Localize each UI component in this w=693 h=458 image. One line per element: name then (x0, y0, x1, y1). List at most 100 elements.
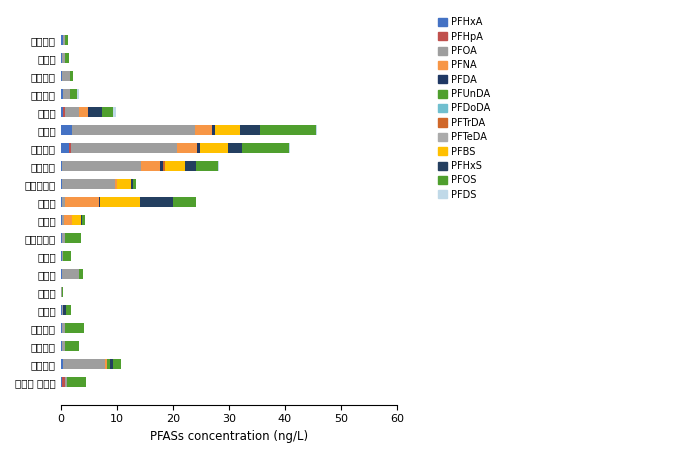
Bar (60, 35, 64, 45)
Bar (60, 305, 62, 315)
Bar (195, 125, 212, 135)
Bar (62, 323, 64, 333)
Bar (64, 305, 67, 315)
Bar (77, 89, 78, 99)
Bar (134, 179, 137, 189)
Bar (64, 53, 69, 63)
Bar (90, 107, 102, 117)
X-axis label: PFASs concentration (ng/L): PFASs concentration (ng/L) (150, 430, 308, 443)
Bar (140, 197, 173, 207)
Bar (184, 161, 195, 171)
Legend: PFHxA, PFHpA, PFOA, PFNA, PFDA, PFUnDA, PFDoDA, PFTrDA, PFTeDA, PFBS, PFHxS, PFO: PFHxA, PFHpA, PFOA, PFNA, PFDA, PFUnDA, … (435, 14, 493, 202)
Bar (64, 89, 70, 99)
Bar (65, 197, 98, 207)
Bar (242, 143, 290, 153)
Bar (60, 143, 69, 153)
Bar (316, 125, 317, 135)
Bar (60, 89, 64, 99)
Bar (197, 143, 200, 153)
Bar (60, 125, 72, 135)
Bar (69, 251, 71, 261)
Bar (141, 161, 160, 171)
Bar (82, 215, 85, 225)
Bar (113, 107, 116, 117)
Bar (60, 359, 64, 369)
Bar (60, 53, 62, 63)
Bar (65, 107, 79, 117)
Bar (60, 269, 62, 279)
Bar (71, 143, 177, 153)
Bar (79, 107, 87, 117)
Bar (62, 377, 64, 387)
Bar (62, 233, 64, 243)
Bar (195, 161, 218, 171)
Bar (62, 161, 141, 171)
Bar (60, 71, 62, 81)
Bar (131, 179, 134, 189)
Bar (72, 125, 195, 135)
Bar (115, 179, 116, 189)
Bar (64, 107, 65, 117)
Bar (60, 323, 62, 333)
Bar (67, 377, 81, 387)
Bar (105, 359, 107, 369)
Bar (110, 359, 113, 369)
Bar (218, 161, 219, 171)
Bar (60, 179, 62, 189)
Bar (60, 377, 62, 387)
Bar (64, 377, 67, 387)
Bar (64, 341, 76, 351)
Bar (165, 161, 184, 171)
Bar (67, 305, 71, 315)
Bar (60, 251, 62, 261)
Bar (62, 179, 115, 189)
Bar (64, 215, 72, 225)
Bar (60, 107, 64, 117)
Bar (81, 377, 86, 387)
Bar (70, 71, 73, 81)
Bar (62, 341, 64, 351)
Bar (64, 233, 78, 243)
Bar (64, 35, 65, 45)
Bar (173, 197, 195, 207)
Bar (98, 197, 100, 207)
Bar (200, 143, 228, 153)
Bar (63, 251, 69, 261)
Bar (160, 161, 164, 171)
Bar (60, 287, 62, 297)
Bar (60, 197, 62, 207)
Bar (100, 197, 140, 207)
Bar (60, 341, 62, 351)
Bar (102, 107, 113, 117)
Bar (164, 161, 165, 171)
Bar (212, 125, 215, 135)
Bar (64, 359, 105, 369)
Bar (228, 143, 242, 153)
Bar (107, 359, 110, 369)
Bar (60, 215, 62, 225)
Bar (62, 53, 64, 63)
Bar (78, 233, 81, 243)
Bar (116, 179, 131, 189)
Bar (62, 287, 64, 297)
Bar (177, 143, 197, 153)
Bar (60, 161, 62, 171)
Bar (78, 323, 84, 333)
Bar (62, 197, 65, 207)
Bar (62, 71, 70, 81)
Bar (62, 269, 78, 279)
Bar (72, 215, 81, 225)
Bar (240, 125, 260, 135)
Bar (113, 359, 121, 369)
Bar (64, 323, 78, 333)
Bar (215, 125, 240, 135)
Bar (62, 215, 64, 225)
Bar (65, 35, 68, 45)
Bar (81, 215, 82, 225)
Bar (60, 233, 62, 243)
Bar (260, 125, 316, 135)
Bar (87, 107, 90, 117)
Bar (78, 269, 83, 279)
Bar (70, 89, 77, 99)
Bar (62, 251, 63, 261)
